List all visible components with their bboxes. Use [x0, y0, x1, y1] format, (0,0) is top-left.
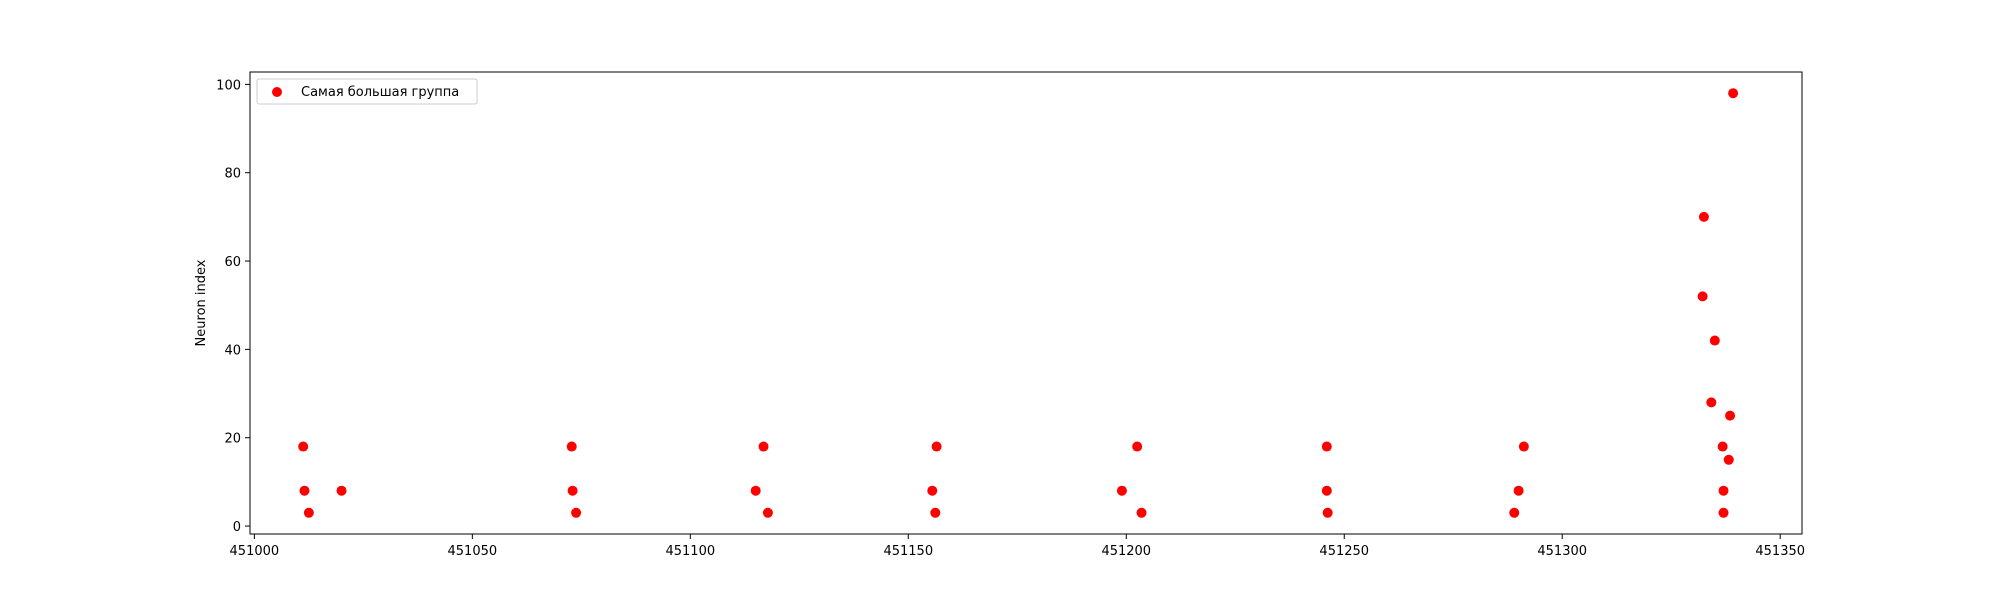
- data-point: [1728, 88, 1739, 99]
- plot-area-frame: [249, 71, 1803, 535]
- data-point: [336, 485, 347, 496]
- data-point: [1518, 441, 1529, 452]
- data-point: [1116, 485, 1127, 496]
- data-point: [1718, 507, 1729, 518]
- data-point: [1136, 507, 1147, 518]
- data-point: [927, 485, 938, 496]
- data-point: [1718, 485, 1729, 496]
- data-point: [1509, 507, 1520, 518]
- data-point: [567, 485, 578, 496]
- y-tick-label: 40: [224, 343, 241, 358]
- data-point: [750, 485, 761, 496]
- y-tick-label: 80: [224, 167, 241, 182]
- y-axis: 0 20 40 60 80 100: [216, 78, 250, 535]
- y-tick-label: 100: [216, 78, 241, 93]
- data-point: [1321, 485, 1332, 496]
- data-point: [1513, 485, 1524, 496]
- y-tick-label: 60: [224, 255, 241, 270]
- data-point: [303, 507, 314, 518]
- data-point: [758, 441, 769, 452]
- x-tick-label: 451350: [1755, 544, 1805, 559]
- data-point: [566, 441, 577, 452]
- data-point: [1132, 441, 1143, 452]
- x-tick-label: 451200: [1101, 544, 1151, 559]
- data-point: [1709, 335, 1720, 346]
- x-axis: 451000 451050 451100 451150 451200 451250 4513…: [230, 534, 1805, 559]
- legend-entry-label: Самая большая группа: [301, 85, 459, 100]
- data-point: [299, 485, 310, 496]
- x-tick-label: 451000: [230, 544, 280, 559]
- x-tick-label: 451300: [1537, 544, 1587, 559]
- y-axis-label: Neuron index: [194, 259, 209, 346]
- x-tick-label: 451050: [448, 544, 498, 559]
- legend-box: [256, 78, 478, 105]
- data-point: [571, 507, 582, 518]
- y-tick-label: 20: [224, 432, 241, 447]
- data-point: [762, 507, 773, 518]
- data-point: [1698, 211, 1709, 222]
- data-point: [298, 441, 309, 452]
- data-point: [1706, 397, 1717, 408]
- x-tick-label: 451150: [883, 544, 933, 559]
- data-point: [1321, 441, 1332, 452]
- data-point: [930, 507, 941, 518]
- x-tick-label: 451100: [665, 544, 715, 559]
- x-tick-label: 451250: [1319, 544, 1369, 559]
- data-point: [931, 441, 942, 452]
- legend-marker: [272, 87, 282, 97]
- y-tick-label: 0: [233, 520, 241, 535]
- data-point: [1725, 410, 1736, 421]
- data-point: [1723, 454, 1734, 465]
- legend: Самая большая группа: [256, 78, 478, 105]
- data-point: [1717, 441, 1728, 452]
- data-points: [298, 88, 1739, 518]
- data-point: [1322, 507, 1333, 518]
- data-point: [1697, 291, 1708, 302]
